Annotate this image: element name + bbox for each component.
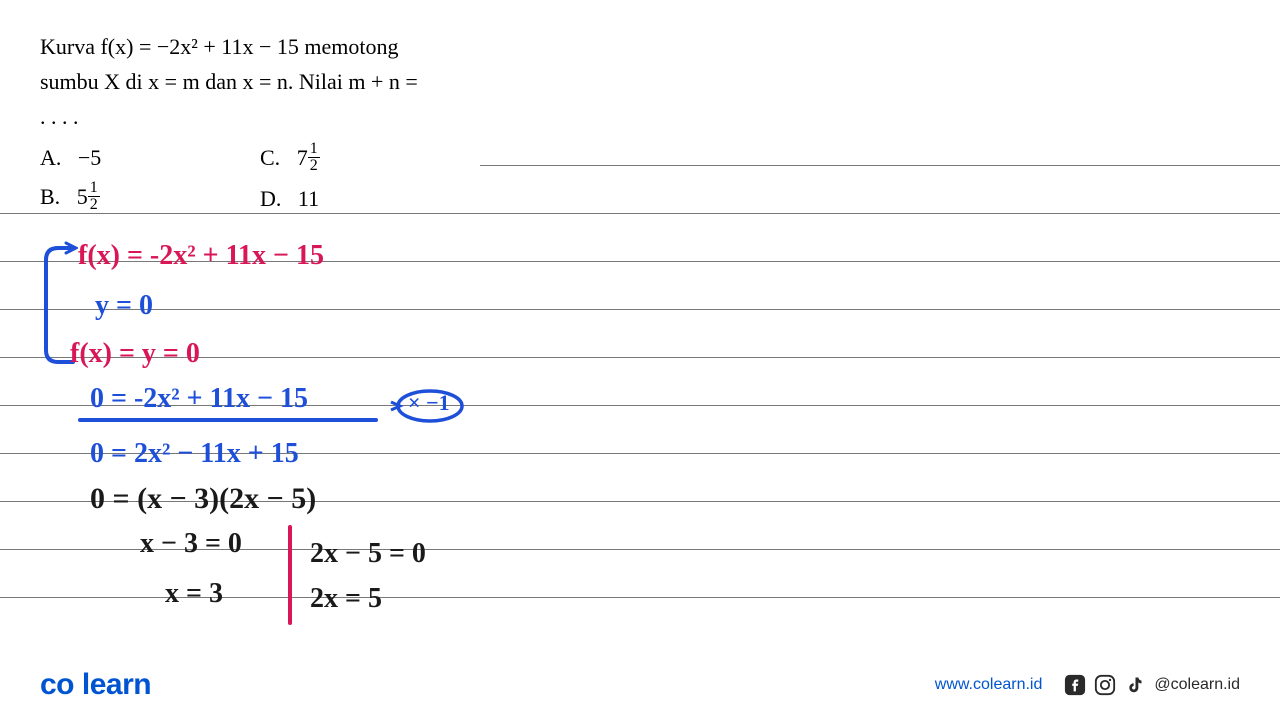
divider-line-icon xyxy=(288,525,292,625)
work-line-8a: x = 3 xyxy=(165,578,223,610)
work-mult: × −1 xyxy=(408,390,450,416)
facebook-icon[interactable] xyxy=(1064,674,1086,696)
rule-line xyxy=(0,213,1280,214)
work-line-7b: 2x − 5 = 0 xyxy=(310,538,426,570)
work-line-8b: 2x = 5 xyxy=(310,583,382,615)
logo-co: co xyxy=(40,668,74,701)
problem-dots: . . . . xyxy=(40,100,1240,133)
work-line-1: f(x) = -2x² + 11x − 15 xyxy=(78,240,324,272)
footer-right: www.colearn.id @colearn.id xyxy=(935,674,1240,696)
logo-learn: learn xyxy=(82,668,151,701)
work-line-4: 0 = -2x² + 11x − 15 xyxy=(90,383,308,415)
work-line-7a: x − 3 = 0 xyxy=(140,528,242,560)
rule-line xyxy=(0,309,1280,310)
footer-url[interactable]: www.colearn.id xyxy=(935,676,1043,694)
rule-line xyxy=(480,165,1280,166)
work-line-2: y = 0 xyxy=(95,290,153,322)
social-handle[interactable]: @colearn.id xyxy=(1154,676,1240,694)
option-c-num: 1 xyxy=(308,141,320,158)
underline-icon xyxy=(78,418,378,422)
social-icons: @colearn.id xyxy=(1064,674,1240,696)
tiktok-icon[interactable] xyxy=(1124,674,1146,696)
footer: co learn www.colearn.id @colearn.id xyxy=(0,650,1280,720)
work-line-5: 0 = 2x² − 11x + 15 xyxy=(90,438,299,470)
work-line-3: f(x) = y = 0 xyxy=(70,338,200,370)
problem-text-2: sumbu X di x = m dan x = n. Nilai m + n … xyxy=(40,65,1240,98)
instagram-icon[interactable] xyxy=(1094,674,1116,696)
work-line-6: 0 = (x − 3)(2x − 5) xyxy=(90,482,316,516)
problem-text-1: Kurva f(x) = −2x² + 11x − 15 memotong xyxy=(40,30,1240,63)
brand-logo: co learn xyxy=(40,668,151,702)
